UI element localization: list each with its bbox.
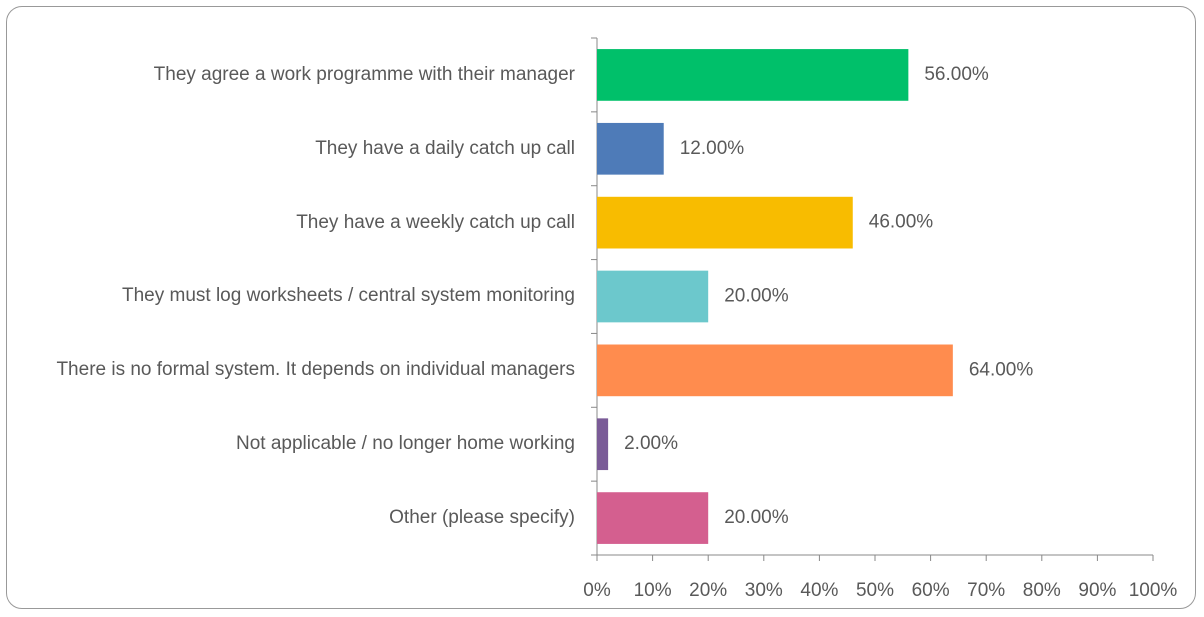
data-label: 12.00% (680, 138, 745, 159)
x-tick-label: 80% (1023, 580, 1061, 601)
bar (597, 49, 909, 101)
data-label: 56.00% (924, 64, 989, 85)
bar (597, 492, 709, 544)
x-tick-label: 70% (967, 580, 1005, 601)
bar (597, 122, 664, 175)
x-tick-label: 0% (583, 580, 611, 601)
x-tick-label: 60% (912, 580, 950, 601)
bar (597, 196, 853, 249)
chart-frame (6, 6, 1196, 609)
category-label: There is no formal system. It depends on… (56, 359, 575, 381)
data-label: 64.00% (969, 359, 1034, 380)
bar (597, 344, 953, 397)
data-label: 20.00% (724, 507, 789, 528)
category-label: They have a weekly catch up call (296, 211, 575, 233)
category-label: They agree a work programme with their m… (153, 63, 575, 85)
x-tick-label: 100% (1129, 580, 1178, 601)
bar (597, 270, 709, 323)
x-tick-label: 10% (634, 580, 672, 601)
category-label: They must log worksheets / central syste… (121, 285, 575, 307)
data-label: 2.00% (624, 433, 678, 454)
category-label: Not applicable / no longer home working (235, 433, 575, 455)
x-tick-label: 40% (800, 580, 838, 601)
category-label: They have a daily catch up call (315, 137, 575, 159)
x-tick-label: 30% (745, 580, 783, 601)
data-label: 46.00% (869, 212, 934, 233)
data-label: 20.00% (724, 286, 789, 307)
x-tick-label: 20% (689, 580, 727, 601)
bar (597, 418, 609, 471)
x-tick-label: 50% (856, 580, 894, 601)
x-tick-label: 90% (1078, 580, 1116, 601)
category-label: Other (please specify) (389, 507, 575, 529)
